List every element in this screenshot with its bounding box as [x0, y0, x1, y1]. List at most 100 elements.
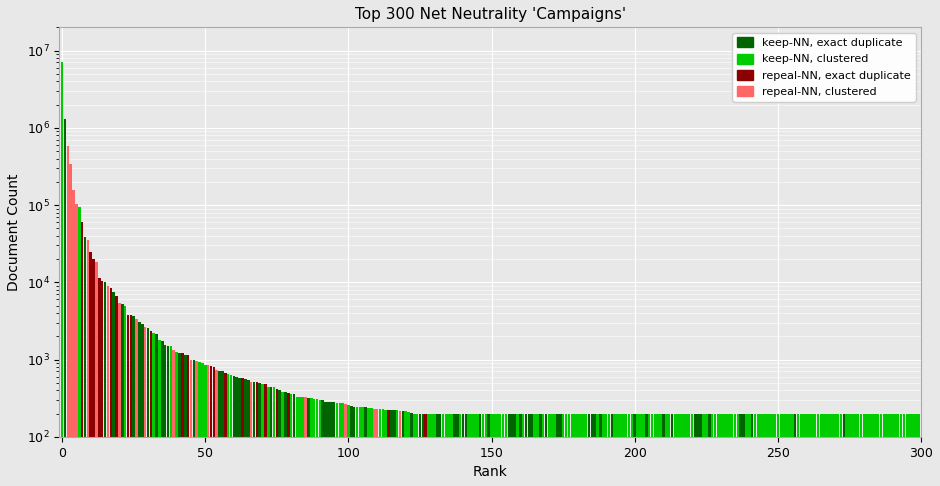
Bar [768, 414, 771, 437]
Bar [748, 414, 751, 437]
Bar [462, 414, 464, 437]
Bar [825, 414, 828, 437]
Bar [478, 414, 481, 437]
Bar [333, 402, 336, 437]
Bar [648, 414, 650, 437]
Bar [639, 414, 642, 437]
Bar [373, 409, 375, 437]
Bar [897, 414, 900, 437]
Bar [791, 414, 793, 437]
Bar [645, 414, 648, 437]
Title: Top 300 Net Neutrality 'Campaigns': Top 300 Net Neutrality 'Campaigns' [354, 7, 626, 22]
Bar [67, 146, 70, 437]
Bar [776, 414, 779, 437]
Bar [839, 414, 842, 437]
Bar [851, 414, 854, 437]
Bar [788, 414, 791, 437]
Bar [313, 399, 316, 437]
Bar [382, 409, 384, 437]
Bar [711, 414, 713, 437]
Bar [562, 414, 565, 437]
Bar [559, 414, 561, 437]
Bar [242, 378, 243, 437]
Bar [760, 414, 762, 437]
Bar [290, 394, 292, 437]
Bar [390, 410, 393, 437]
Bar [169, 347, 172, 437]
Bar [250, 382, 252, 437]
Bar [61, 63, 63, 437]
Bar [121, 304, 123, 437]
Bar [407, 413, 410, 437]
Bar [232, 376, 235, 437]
Bar [502, 414, 505, 437]
Bar [522, 414, 525, 437]
Bar [869, 414, 870, 437]
Bar [284, 392, 287, 437]
Bar [713, 414, 716, 437]
Bar [404, 411, 407, 437]
Bar [239, 378, 241, 437]
Bar [275, 389, 278, 437]
Bar [817, 414, 820, 437]
Bar [837, 414, 839, 437]
Bar [445, 414, 447, 437]
Bar [158, 341, 161, 437]
Bar [719, 414, 722, 437]
Bar [413, 414, 415, 437]
Bar [491, 414, 493, 437]
Bar [516, 414, 519, 437]
Bar [431, 414, 432, 437]
Bar [779, 414, 782, 437]
Bar [64, 119, 66, 437]
Bar [387, 410, 390, 437]
Bar [848, 414, 851, 437]
Bar [253, 382, 256, 437]
Bar [628, 414, 631, 437]
Bar [324, 401, 327, 437]
Bar [305, 397, 306, 437]
Bar [697, 414, 699, 437]
Bar [568, 414, 571, 437]
Bar [81, 222, 84, 437]
Bar [270, 387, 273, 437]
Bar [541, 414, 544, 437]
Bar [359, 407, 361, 437]
Bar [152, 333, 155, 437]
Bar [642, 414, 645, 437]
Bar [212, 367, 215, 437]
Bar [261, 384, 264, 437]
Bar [900, 414, 902, 437]
Bar [740, 414, 742, 437]
Bar [602, 414, 604, 437]
Legend: keep-NN, exact duplicate, keep-NN, clustered, repeal-NN, exact duplicate, repeal: keep-NN, exact duplicate, keep-NN, clust… [732, 33, 916, 102]
Bar [513, 414, 516, 437]
Bar [193, 361, 196, 437]
Bar [92, 259, 95, 437]
Bar [527, 414, 530, 437]
Bar [722, 414, 725, 437]
Bar [751, 414, 754, 437]
Bar [439, 414, 442, 437]
Bar [418, 414, 421, 437]
Bar [350, 406, 352, 437]
Bar [508, 414, 510, 437]
Bar [425, 414, 427, 437]
Bar [694, 414, 697, 437]
Bar [674, 414, 676, 437]
Bar [161, 341, 164, 437]
Bar [488, 414, 490, 437]
Bar [548, 414, 550, 437]
Bar [743, 414, 744, 437]
Bar [124, 306, 126, 437]
Bar [650, 414, 653, 437]
Bar [656, 414, 659, 437]
Bar [450, 414, 453, 437]
Bar [459, 414, 462, 437]
Bar [808, 414, 810, 437]
Bar [72, 191, 75, 437]
Bar [399, 411, 401, 437]
Bar [78, 207, 81, 437]
Bar [671, 414, 673, 437]
Bar [800, 414, 802, 437]
